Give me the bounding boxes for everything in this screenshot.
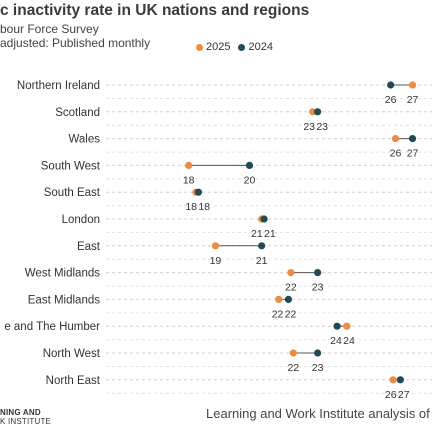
legend-item-2024: 2024 [238,41,273,53]
point-2025-wales [391,135,400,143]
data-label-2024-north-east: 27 [398,389,410,401]
legend-label-2024: 2024 [248,41,273,53]
legend-swatch-2025 [196,43,203,51]
category-label-north-east: North East [46,375,101,387]
logo-line-2: K INSTITUTE [0,417,52,426]
legend-item-2025: 2025 [196,41,230,53]
data-label-2025-north-east: 26 [385,389,397,401]
data-label-2024-east-midlands: 22 [285,308,297,320]
point-2024-south-west [245,161,254,169]
point-2025-east-midlands [275,295,283,303]
data-label-2025-scotland: 23 [303,121,315,133]
data-label-2024-scotland: 23 [316,121,328,133]
point-2024-northern-ireland [387,81,395,89]
point-2025-west-midlands [287,269,295,277]
data-label-2025-wales: 26 [390,148,402,160]
legend-label-2025: 2025 [206,41,231,53]
category-label-west-midlands: West Midlands [25,268,100,280]
data-label-2024-south-west: 20 [244,174,256,186]
data-label-2025-south-west: 18 [183,174,195,186]
point-2025-north-west [289,349,297,357]
category-label-london: London [62,214,100,226]
data-label-2025-north-west: 22 [287,362,299,374]
point-2024-north-west [314,349,322,357]
point-2025-e-and-the-humber [343,322,351,330]
category-label-e-and-the-humber: e and The Humber [4,321,100,333]
data-label-2025-east-midlands: 22 [272,308,284,320]
category-label-south-west: South West [41,160,101,172]
data-label-2024-east: 21 [256,255,268,267]
data-label-2025-west-midlands: 22 [285,282,297,294]
data-label-2025-east: 19 [210,255,222,267]
logo-line-1: NING AND [0,408,41,417]
institute-logo: NING AND K INSTITUTE [0,408,51,426]
point-2024-east [258,242,266,250]
point-2024-scotland [314,108,322,116]
data-label-2024-northern-ireland: 26 [385,94,397,106]
data-label-2024-west-midlands: 23 [312,282,324,294]
point-2024-e-and-the-humber [333,322,341,330]
data-label-2024-north-west: 23 [312,362,324,374]
point-2024-wales [408,135,417,143]
category-label-south-east: South East [44,187,101,199]
chart-subtitle-adjustment: adjusted: Published monthly [0,36,151,50]
category-label-north-west: North West [43,348,101,360]
data-label-2025-south-east: 18 [185,201,197,213]
legend-swatch-2024 [238,43,246,51]
data-label-2024-south-east: 18 [198,201,210,213]
category-label-east-midlands: East Midlands [28,294,100,306]
data-label-2024-e-and-the-humber: 24 [330,335,342,347]
category-label-northern-ireland: Northern Ireland [17,80,100,92]
data-label-2024-london: 21 [264,228,276,240]
point-2024-west-midlands [314,269,322,277]
chart-subtitle-source: bour Force Survey [0,22,99,36]
point-2024-south-east [194,188,202,196]
chart-title: c inactivity rate in UK nations and regi… [0,2,310,19]
data-label-2025-northern-ireland: 27 [407,94,419,106]
point-2025-south-west [185,161,193,169]
point-2025-east [211,242,220,250]
point-2025-north-east [389,376,397,384]
source-note: Learning and Work Institute analysis of [206,406,430,421]
point-2024-north-east [396,376,404,384]
point-2024-east-midlands [284,295,293,303]
category-label-scotland: Scotland [55,107,100,119]
legend: 2025 2024 [196,41,277,53]
category-label-wales: Wales [68,134,100,146]
data-label-2025-london: 21 [251,228,263,240]
point-2025-northern-ireland [408,81,417,89]
data-label-2025-e-and-the-humber: 24 [343,335,355,347]
category-label-east: East [77,241,101,253]
point-2024-london [260,215,268,223]
data-label-2024-wales: 27 [407,148,419,160]
